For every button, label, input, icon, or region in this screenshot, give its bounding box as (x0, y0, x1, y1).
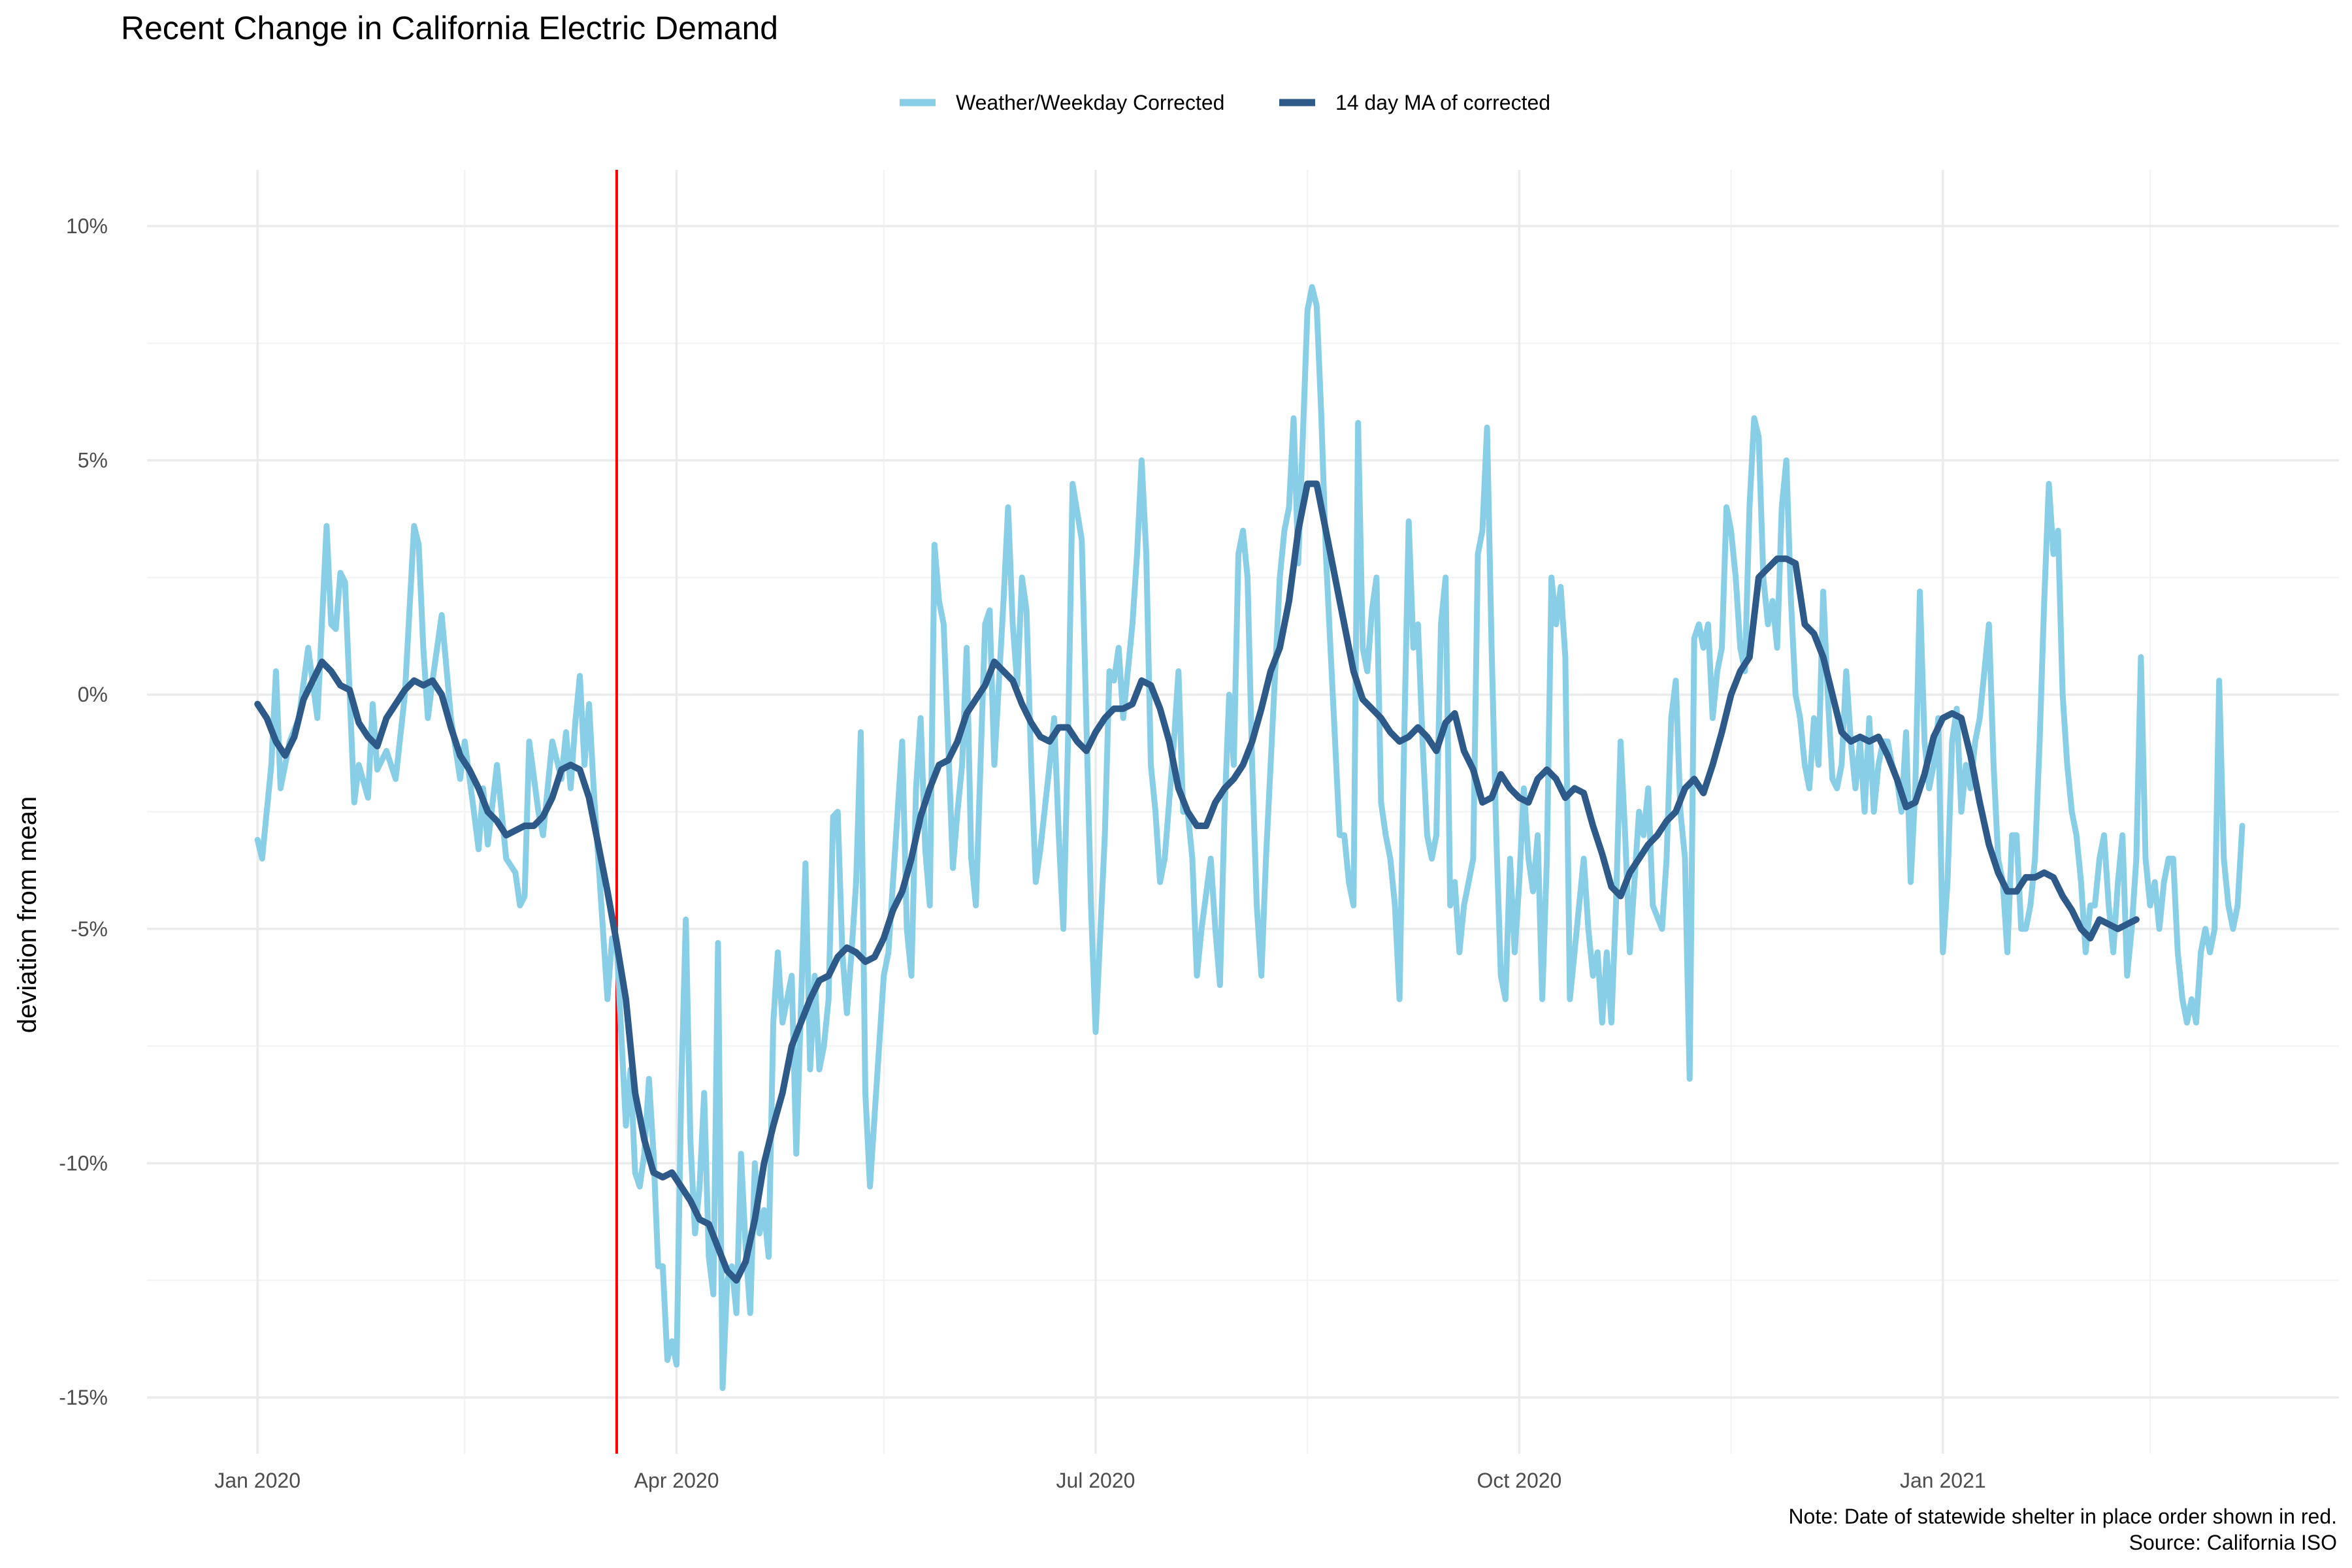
x-tick-label: Jan 2020 (214, 1469, 301, 1492)
legend-label-moving-average: 14 day MA of corrected (1335, 91, 1550, 114)
chart-title: Recent Change in California Electric Dem… (121, 10, 778, 46)
caption-note: Note: Date of statewide shelter in place… (1788, 1505, 2337, 1528)
y-tick-label: 10% (66, 214, 108, 238)
y-axis: 10% 5% 0% -5% -10% -15% (59, 214, 108, 1409)
y-tick-label: 0% (78, 683, 108, 706)
x-tick-label: Jan 2021 (1900, 1469, 1986, 1492)
x-tick-label: Apr 2020 (634, 1469, 719, 1492)
y-tick-label: -15% (59, 1386, 108, 1409)
grid (147, 170, 2339, 1454)
x-tick-label: Jul 2020 (1056, 1469, 1135, 1492)
legend-label-corrected: Weather/Weekday Corrected (956, 91, 1224, 114)
caption-source: Source: California ISO (2129, 1531, 2337, 1554)
y-axis-title: deviation from mean (13, 796, 42, 1033)
x-axis: Jan 2020 Apr 2020 Jul 2020 Oct 2020 Jan 2021 (214, 1469, 1985, 1492)
y-tick-label: -10% (59, 1151, 108, 1175)
series-line-corrected (254, 284, 2246, 1392)
y-tick-label: -5% (71, 917, 108, 941)
legend: Weather/Weekday Corrected 14 day MA of c… (900, 91, 1550, 114)
series-line-moving-average (254, 480, 2140, 1284)
y-tick-label: 5% (78, 449, 108, 472)
x-tick-label: Oct 2020 (1477, 1469, 1561, 1492)
series-layer (254, 284, 2246, 1392)
